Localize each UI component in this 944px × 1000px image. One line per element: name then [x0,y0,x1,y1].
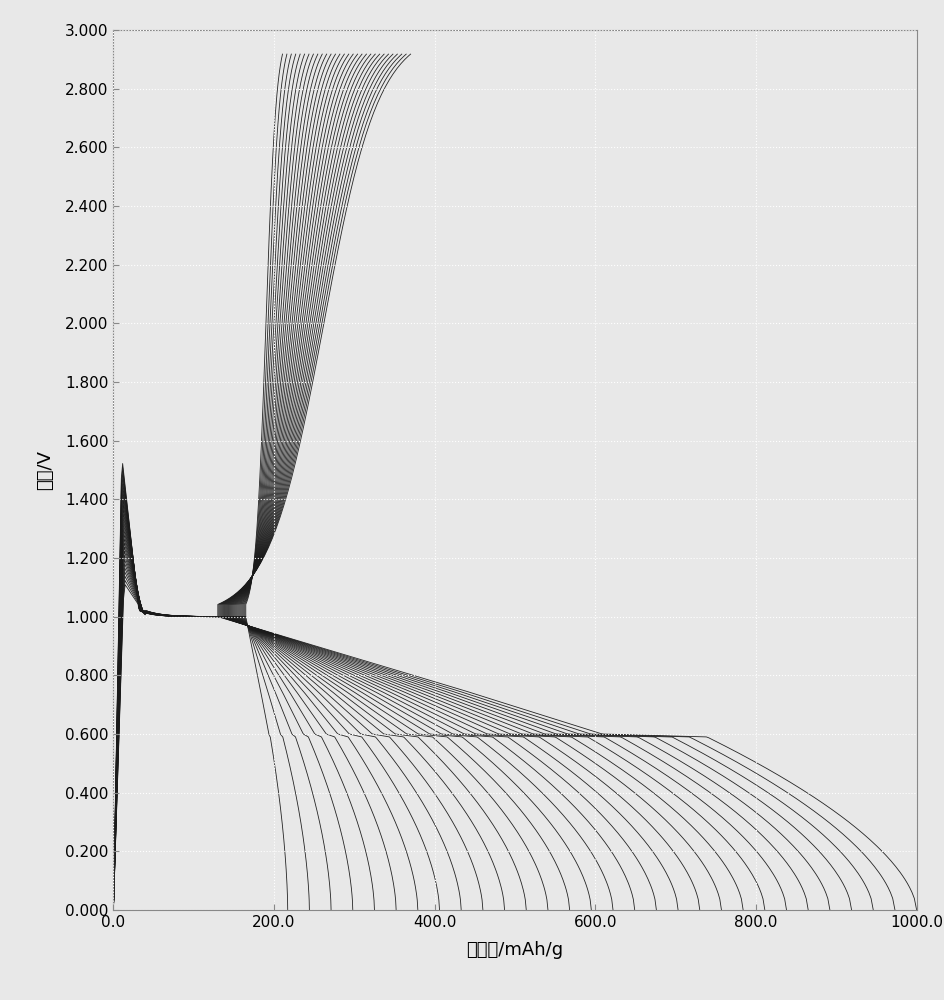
X-axis label: 比容量/mAh/g: 比容量/mAh/g [466,941,563,959]
Y-axis label: 电压/V: 电压/V [36,450,54,490]
